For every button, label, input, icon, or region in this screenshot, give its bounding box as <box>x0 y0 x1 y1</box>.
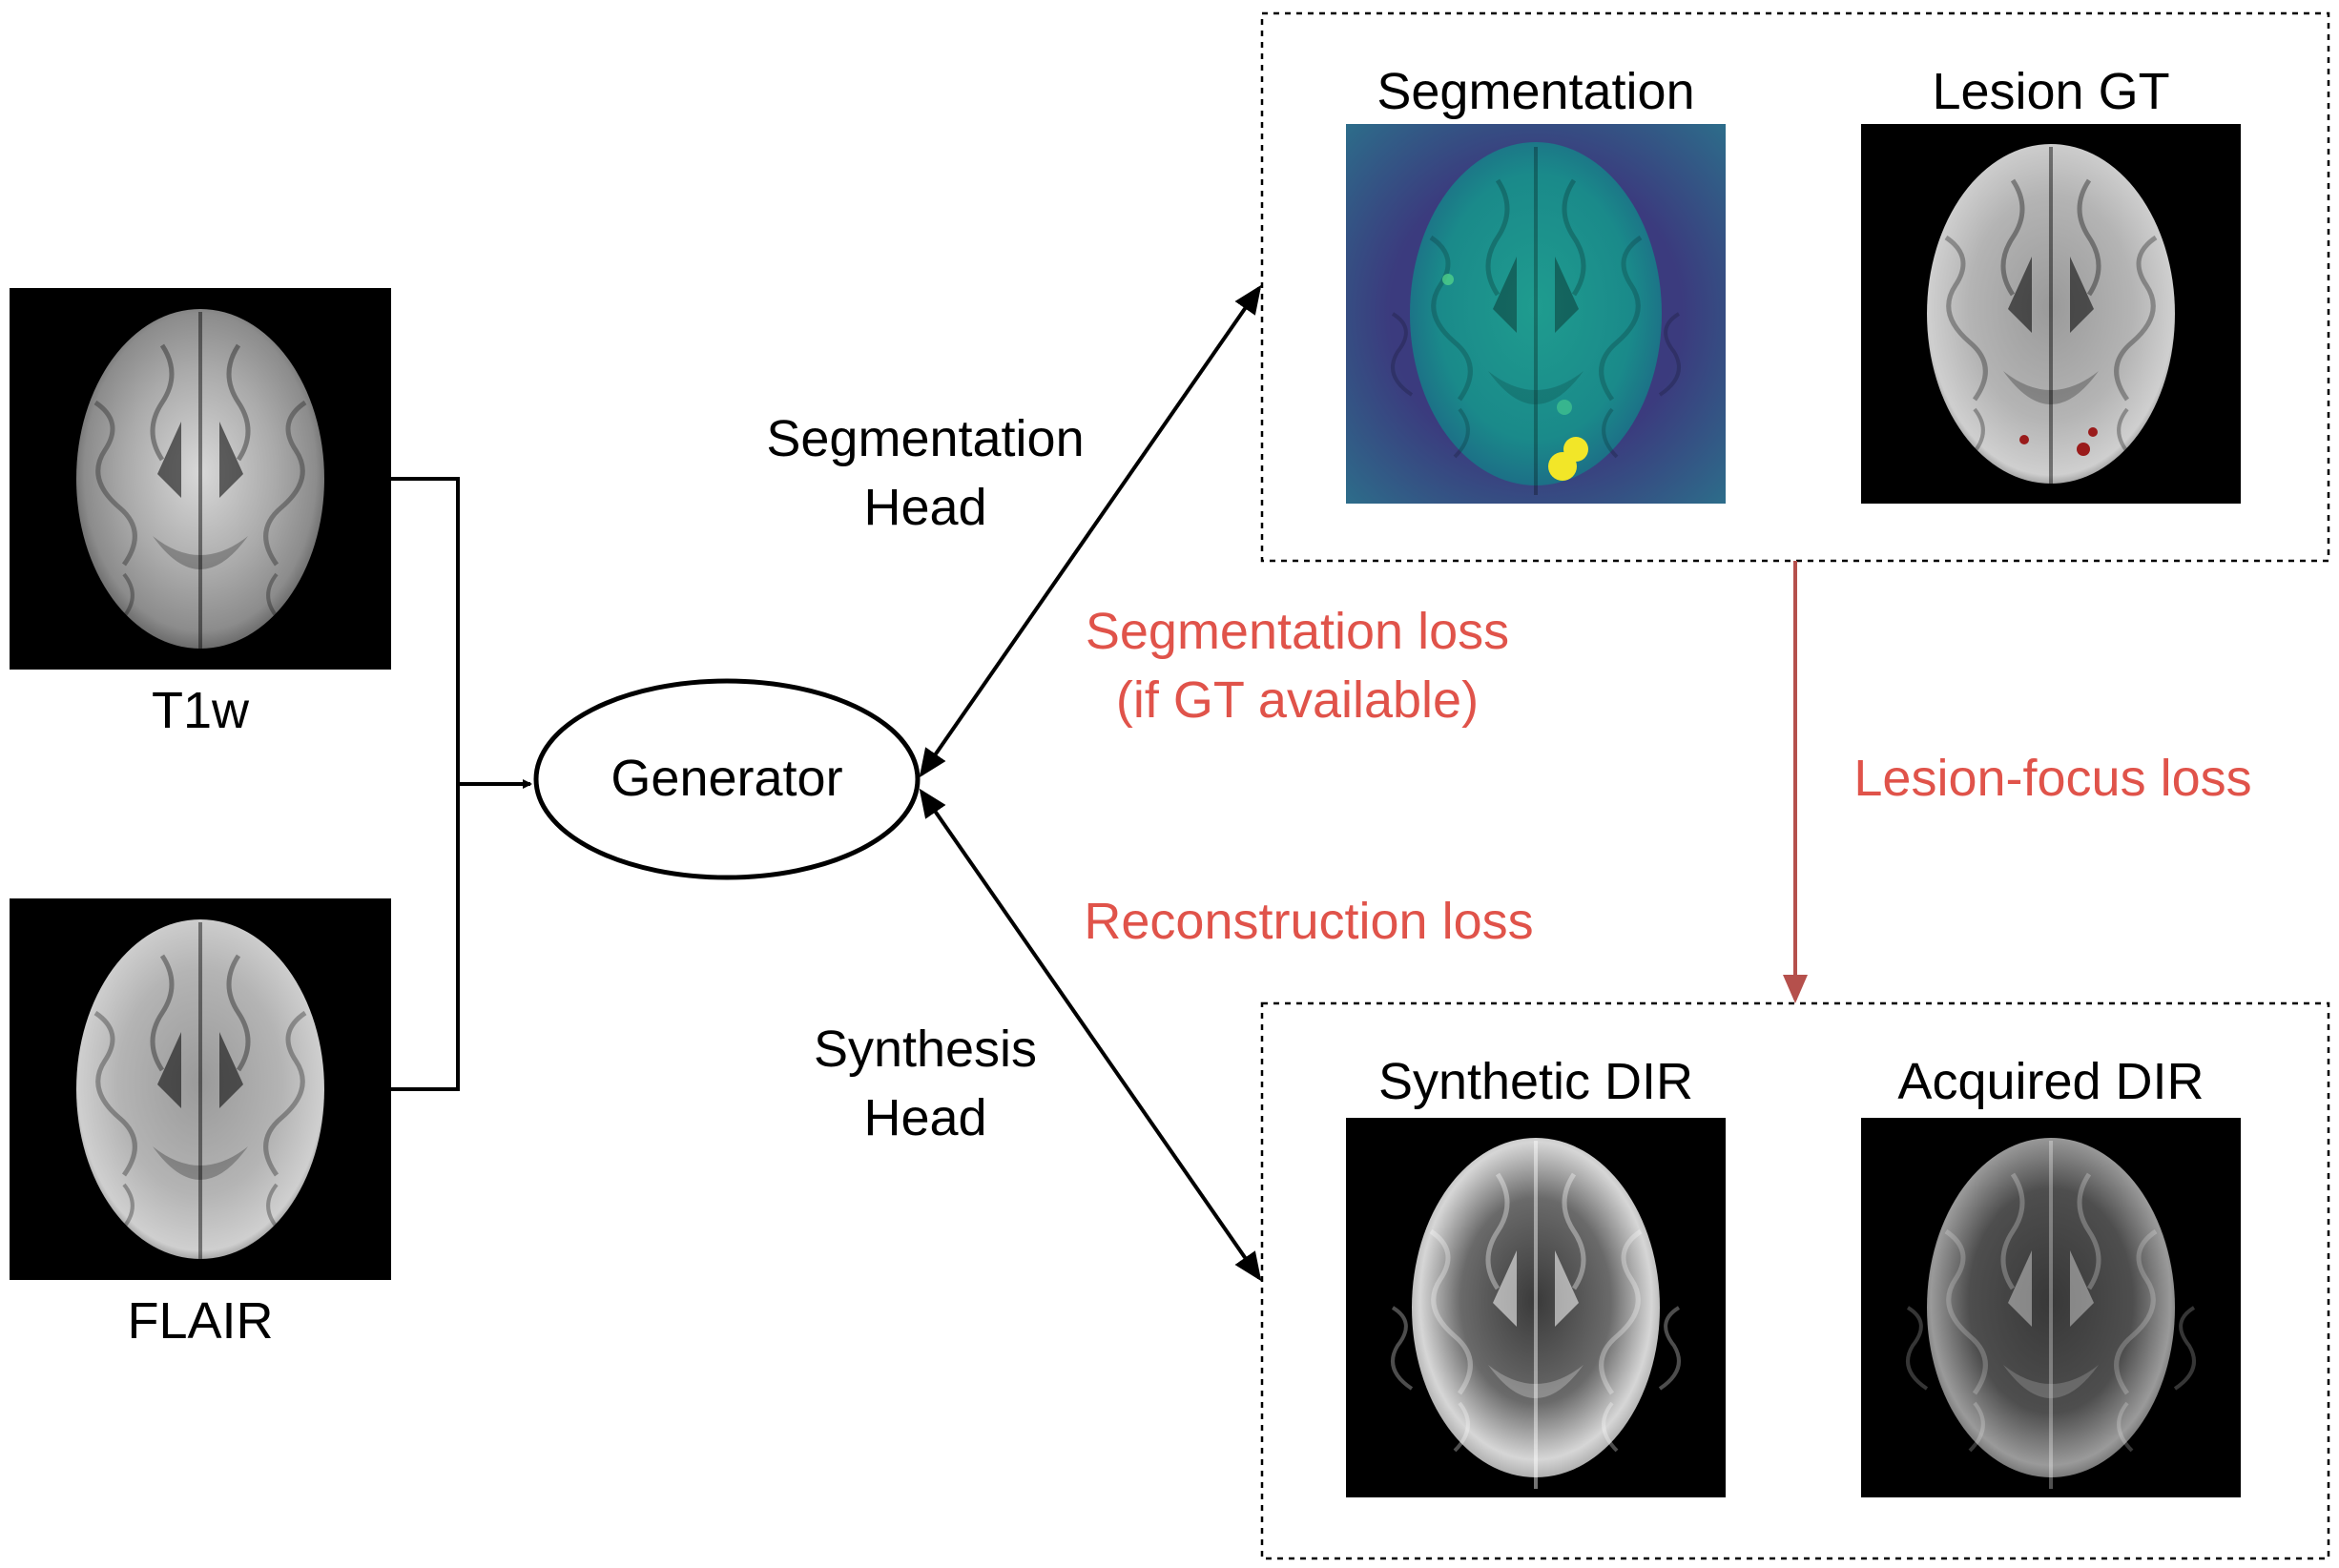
segmentation-map-image <box>1346 124 1726 504</box>
segmentation-output-box <box>1260 11 2330 563</box>
lesion-gt-image <box>1861 124 2241 504</box>
acquired-dir-title: Acquired DIR <box>1897 1053 2204 1110</box>
acquired-dir-image <box>1861 1118 2241 1497</box>
segmentation-title: Segmentation <box>1376 63 1694 120</box>
segmentation-head-label-line1: Segmentation <box>766 410 1084 467</box>
synthetic-dir-image <box>1346 1118 1726 1497</box>
synthesis-head-arrow <box>919 788 1262 1282</box>
t1w-image <box>10 288 391 670</box>
segmentation-head-arrow <box>919 284 1262 778</box>
generator-node <box>533 678 921 880</box>
flair-image <box>10 898 391 1280</box>
reconstruction-loss-label: Reconstruction loss <box>1084 893 1533 950</box>
segmentation-head-label-line2: Head <box>863 479 986 536</box>
generator-label: Generator <box>611 750 842 807</box>
synthesis-head-label-line1: Synthesis <box>814 1021 1037 1078</box>
segmentation-loss-label-line1: Segmentation loss <box>1086 603 1509 660</box>
flair-label: FLAIR <box>127 1292 273 1350</box>
segmentation-loss-label-line2: (if GT available) <box>1116 671 1479 729</box>
synthesis-output-box <box>1260 1001 2330 1560</box>
synthetic-dir-title: Synthetic DIR <box>1378 1053 1693 1110</box>
lesion-gt-title: Lesion GT <box>1932 63 2169 120</box>
synthesis-head-label-line2: Head <box>863 1089 986 1146</box>
t1w-label: T1w <box>152 682 250 739</box>
lesion-focus-loss-label: Lesion-focus loss <box>1853 750 2251 807</box>
input-connector <box>391 477 532 1091</box>
